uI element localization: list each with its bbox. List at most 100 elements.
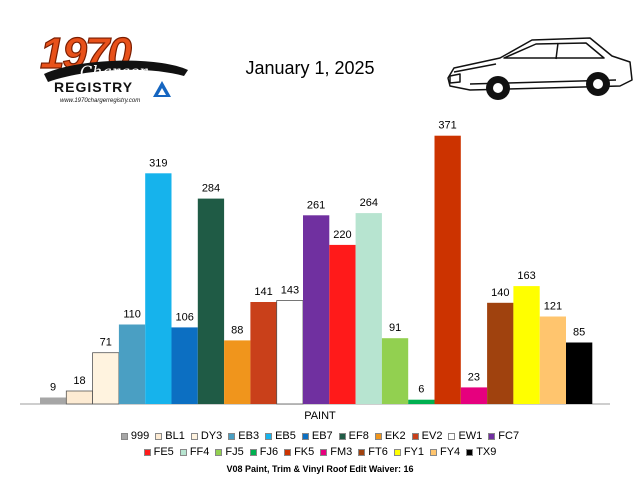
legend-swatch-TX9 — [466, 448, 474, 456]
legend-label-EW1: EW1 — [458, 430, 483, 442]
bar-FM3 — [460, 387, 488, 404]
legend-swatch-DY3 — [190, 432, 198, 440]
legend-swatch-EB7 — [301, 432, 309, 440]
bar-EV2 — [250, 302, 277, 404]
legend-item-FJ6: FJ6 — [249, 444, 279, 460]
data-label-FE5: 220 — [333, 229, 351, 241]
data-label-FC7: 261 — [307, 199, 325, 211]
legend-swatch-EW1 — [448, 432, 456, 440]
bar-FY1 — [513, 286, 540, 404]
legend-item-EV2: EV2 — [411, 428, 443, 444]
svg-text:www.1970chargerregistry.com: www.1970chargerregistry.com — [60, 98, 140, 104]
legend-label-FC7: FC7 — [498, 430, 520, 442]
legend-swatch-EK2 — [374, 432, 382, 440]
legend-label-FY4: FY4 — [440, 446, 461, 458]
legend-item-999: 999 — [120, 428, 150, 444]
report-date: January 1, 2025 — [245, 58, 375, 78]
waiver-footnote: V08 Paint, Trim & Vinyl Roof Edit Waiver… — [226, 464, 414, 474]
legend-swatch-EB5 — [265, 432, 273, 440]
bar-FK5 — [434, 135, 461, 404]
legend-item-EB7: EB7 — [301, 428, 333, 444]
bar-TX9 — [566, 342, 593, 404]
legend-swatch-FF4 — [179, 448, 187, 456]
legend-swatch-FY1 — [393, 448, 401, 456]
data-label-DY3: 71 — [100, 337, 112, 349]
legend-label-BL1: BL1 — [165, 430, 185, 442]
legend-label-EF8: EF8 — [348, 430, 369, 442]
bar-EB3 — [118, 324, 146, 404]
legend-item-FJ5: FJ5 — [215, 444, 244, 460]
data-label-FJ6: 6 — [418, 384, 424, 396]
legend-swatch-FY4 — [430, 448, 437, 456]
legend-label-FJ5: FJ5 — [225, 446, 244, 458]
legend-item-TX9: TX9 — [466, 444, 496, 460]
svg-text:REGISTRY: REGISTRY — [54, 79, 133, 95]
legend-swatch-FJ6 — [249, 448, 257, 456]
legend-label-FM3: FM3 — [330, 446, 353, 458]
data-label-FY1: 163 — [517, 270, 535, 282]
bar-EK2 — [224, 340, 251, 404]
svg-text:Charger: Charger — [80, 62, 148, 81]
legend-item-BL1: BL1 — [155, 428, 185, 444]
bar-EB5 — [145, 173, 172, 404]
data-label-EK2: 88 — [231, 324, 243, 336]
bar-EB7 — [171, 327, 198, 404]
bar-FY4 — [539, 316, 566, 404]
legend-swatch-FE5 — [143, 448, 151, 456]
data-label-EW1: 143 — [281, 285, 299, 297]
legend-swatch-EB3 — [228, 432, 236, 440]
bar-FJ6 — [408, 399, 435, 404]
legend-item-EB5: EB5 — [265, 428, 296, 444]
legend-swatch-FK5 — [284, 448, 292, 456]
data-label-EB5: 319 — [149, 157, 167, 169]
legend-row-2: FE5 FF4 FJ5 FJ6 FK5 FM3 FT6 FY1 FY4 TX9 — [20, 444, 620, 460]
legend-label-FJ6: FJ6 — [259, 446, 279, 458]
legend-item-EB3: EB3 — [228, 428, 259, 444]
bar-FC7 — [303, 215, 330, 404]
legend-item-DY3: DY3 — [190, 428, 223, 444]
legend-item-FY4: FY4 — [430, 444, 460, 460]
legend-label-EK2: EK2 — [384, 430, 406, 442]
data-label-EB3: 110 — [123, 309, 141, 321]
data-label-FJ5: 91 — [389, 322, 401, 334]
data-label-TX9: 85 — [573, 327, 585, 339]
bar-DY3 — [92, 352, 120, 405]
legend-label-DY3: DY3 — [200, 430, 223, 442]
legend-label-TX9: TX9 — [476, 446, 497, 458]
legend-label-FF4: FF4 — [189, 446, 210, 458]
legend-label-FY1: FY1 — [403, 446, 424, 458]
bar-EF8 — [197, 198, 225, 404]
bar-BL1 — [65, 390, 94, 405]
legend-label-EV2: EV2 — [421, 430, 443, 442]
legend-label-999: 999 — [130, 430, 150, 442]
bar-EW1 — [276, 300, 304, 405]
legend-item-FY1: FY1 — [393, 444, 424, 460]
legend-swatch-FJ5 — [215, 448, 223, 456]
legend-item-EF8: EF8 — [338, 428, 369, 444]
legend-swatch-FT6 — [358, 448, 366, 456]
data-label-EB7: 106 — [176, 311, 194, 323]
legend-item-EW1: EW1 — [448, 428, 482, 444]
charger-car-drawing — [440, 28, 636, 110]
registry-logo: 1970 Charger REGISTRY www.1970chargerreg… — [39, 30, 188, 104]
legend-swatch-EV2 — [411, 432, 419, 440]
data-label-BL1: 18 — [73, 375, 85, 387]
legend-item-FT6: FT6 — [358, 444, 388, 460]
legend-label-EB3: EB3 — [238, 430, 260, 442]
legend-label-EB5: EB5 — [275, 430, 296, 442]
legend-item-FE5: FE5 — [143, 444, 174, 460]
bar-FT6 — [487, 302, 514, 404]
legend-label-FE5: FE5 — [153, 446, 174, 458]
bar-FF4 — [355, 213, 382, 404]
data-label-999: 9 — [50, 382, 56, 394]
data-label-FK5: 371 — [438, 120, 456, 132]
data-label-FM3: 23 — [468, 371, 480, 383]
legend-swatch-999 — [120, 432, 128, 440]
legend-swatch-FM3 — [320, 448, 328, 456]
data-label-FY4: 121 — [544, 301, 562, 313]
data-label-FF4: 264 — [360, 197, 378, 209]
data-label-FT6: 140 — [491, 287, 509, 299]
legend-swatch-FC7 — [488, 432, 496, 440]
legend-item-FF4: FF4 — [179, 444, 210, 460]
